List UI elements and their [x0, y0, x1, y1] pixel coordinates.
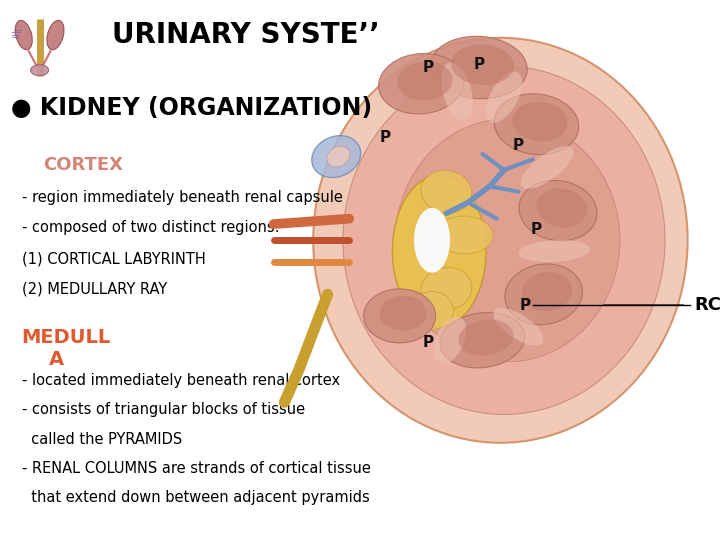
Text: (2) MEDULLARY RAY: (2) MEDULLARY RAY [22, 282, 167, 297]
Ellipse shape [410, 292, 454, 329]
Ellipse shape [436, 216, 493, 254]
Ellipse shape [364, 289, 436, 343]
Ellipse shape [47, 21, 64, 50]
Ellipse shape [505, 264, 582, 325]
Ellipse shape [397, 62, 452, 100]
Text: P: P [423, 335, 434, 350]
Ellipse shape [421, 267, 472, 310]
Text: - composed of two distinct regions:: - composed of two distinct regions: [22, 220, 279, 235]
Text: - RENAL COLUMNS are strands of cortical tissue: - RENAL COLUMNS are strands of cortical … [22, 461, 371, 476]
Ellipse shape [392, 176, 486, 327]
Ellipse shape [519, 180, 597, 241]
Text: URINARY SYSTE’’: URINARY SYSTE’’ [112, 21, 379, 49]
Text: - located immediately beneath renal cortex: - located immediately beneath renal cort… [22, 373, 340, 388]
Text: - region immediately beneath renal capsule: - region immediately beneath renal capsu… [22, 190, 343, 205]
Ellipse shape [486, 72, 522, 123]
Text: P: P [379, 130, 391, 145]
Ellipse shape [522, 272, 572, 312]
Text: ● KIDNEY (ORGANIZATION): ● KIDNEY (ORGANIZATION) [11, 96, 372, 120]
Text: A: A [49, 349, 64, 369]
Ellipse shape [536, 188, 587, 227]
Ellipse shape [431, 36, 527, 99]
Text: (1) CORTICAL LABYRINTH: (1) CORTICAL LABYRINTH [22, 251, 205, 266]
Text: P: P [423, 60, 434, 75]
Ellipse shape [379, 53, 464, 114]
Ellipse shape [343, 66, 665, 414]
Text: P: P [531, 222, 542, 237]
Ellipse shape [518, 240, 590, 262]
Ellipse shape [513, 102, 567, 141]
Text: that extend down between adjacent pyramids: that extend down between adjacent pyrami… [22, 490, 369, 505]
Text: P: P [520, 298, 531, 313]
Ellipse shape [15, 21, 32, 50]
Ellipse shape [421, 170, 472, 213]
Text: called the PYRAMIDS: called the PYRAMIDS [22, 431, 182, 447]
Ellipse shape [313, 38, 688, 443]
Text: MEDULL: MEDULL [22, 328, 111, 347]
Text: RC: RC [695, 296, 720, 314]
Ellipse shape [441, 63, 473, 121]
Ellipse shape [312, 136, 361, 178]
Text: P: P [513, 138, 524, 153]
Ellipse shape [440, 313, 525, 368]
Text: P: P [473, 57, 485, 72]
Ellipse shape [380, 296, 426, 330]
Ellipse shape [521, 146, 574, 188]
Ellipse shape [493, 308, 544, 346]
Text: CORTEX: CORTEX [43, 156, 123, 174]
Ellipse shape [494, 94, 579, 154]
Ellipse shape [433, 316, 467, 364]
Ellipse shape [451, 44, 514, 85]
Ellipse shape [414, 208, 450, 273]
Ellipse shape [327, 146, 350, 167]
Ellipse shape [395, 119, 620, 362]
Ellipse shape [459, 320, 513, 355]
Ellipse shape [30, 65, 49, 76]
Text: - consists of triangular blocks of tissue: - consists of triangular blocks of tissu… [22, 402, 305, 417]
